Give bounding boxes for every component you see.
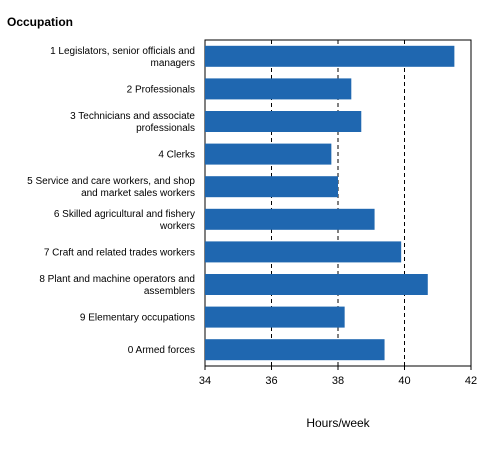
tick-label-34: 34 (199, 375, 211, 387)
tick-label-36: 36 (265, 375, 277, 387)
category-label-4-line-1: 4 Clerks (158, 150, 195, 161)
bar-8 (205, 274, 428, 295)
category-label-5-line-1: 5 Service and care workers, and shop (27, 176, 195, 187)
category-label-1-line-2: managers (151, 58, 195, 69)
gridlines (271, 40, 405, 366)
bar-2 (205, 78, 352, 100)
x-axis-ticks: 34 36 38 40 42 (199, 366, 477, 387)
category-label-5-line-2: and market sales workers (81, 188, 195, 199)
bar-1 (205, 45, 455, 67)
bar-9 (205, 306, 345, 328)
x-axis-title: Hours/week (306, 416, 370, 430)
category-label-6-line-1: 6 Skilled agricultural and fishery (54, 209, 195, 220)
category-label-10-line-1: 0 Armed forces (128, 345, 195, 356)
category-label-8-line-2: assemblers (144, 286, 195, 297)
category-label-8-line-1: 8 Plant and machine operators and (39, 274, 195, 285)
bar-3 (205, 111, 362, 132)
category-label-1-line-1: 1 Legislators, senior officials and (50, 46, 195, 57)
category-label-6-line-2: workers (159, 221, 195, 232)
category-label-7-line-1: 7 Craft and related trades workers (44, 247, 195, 258)
tick-label-40: 40 (398, 375, 410, 387)
category-label-2-line-1: 2 Professionals (127, 84, 195, 95)
chart-header-occupation: Occupation (7, 15, 73, 29)
category-label-3-line-2: professionals (136, 123, 195, 134)
category-label-9-line-1: 9 Elementary occupations (80, 313, 195, 324)
tick-label-42: 42 (465, 375, 477, 387)
bar-4 (205, 143, 332, 165)
tick-label-38: 38 (332, 375, 344, 387)
bar-5 (205, 176, 338, 198)
bar-10 (205, 339, 385, 361)
bar-6 (205, 208, 375, 230)
bar-7 (205, 241, 402, 263)
bars (205, 45, 455, 361)
category-label-3-line-1: 3 Technicians and associate (70, 111, 195, 122)
category-labels: 1 Legislators, senior officials andmanag… (27, 46, 195, 356)
